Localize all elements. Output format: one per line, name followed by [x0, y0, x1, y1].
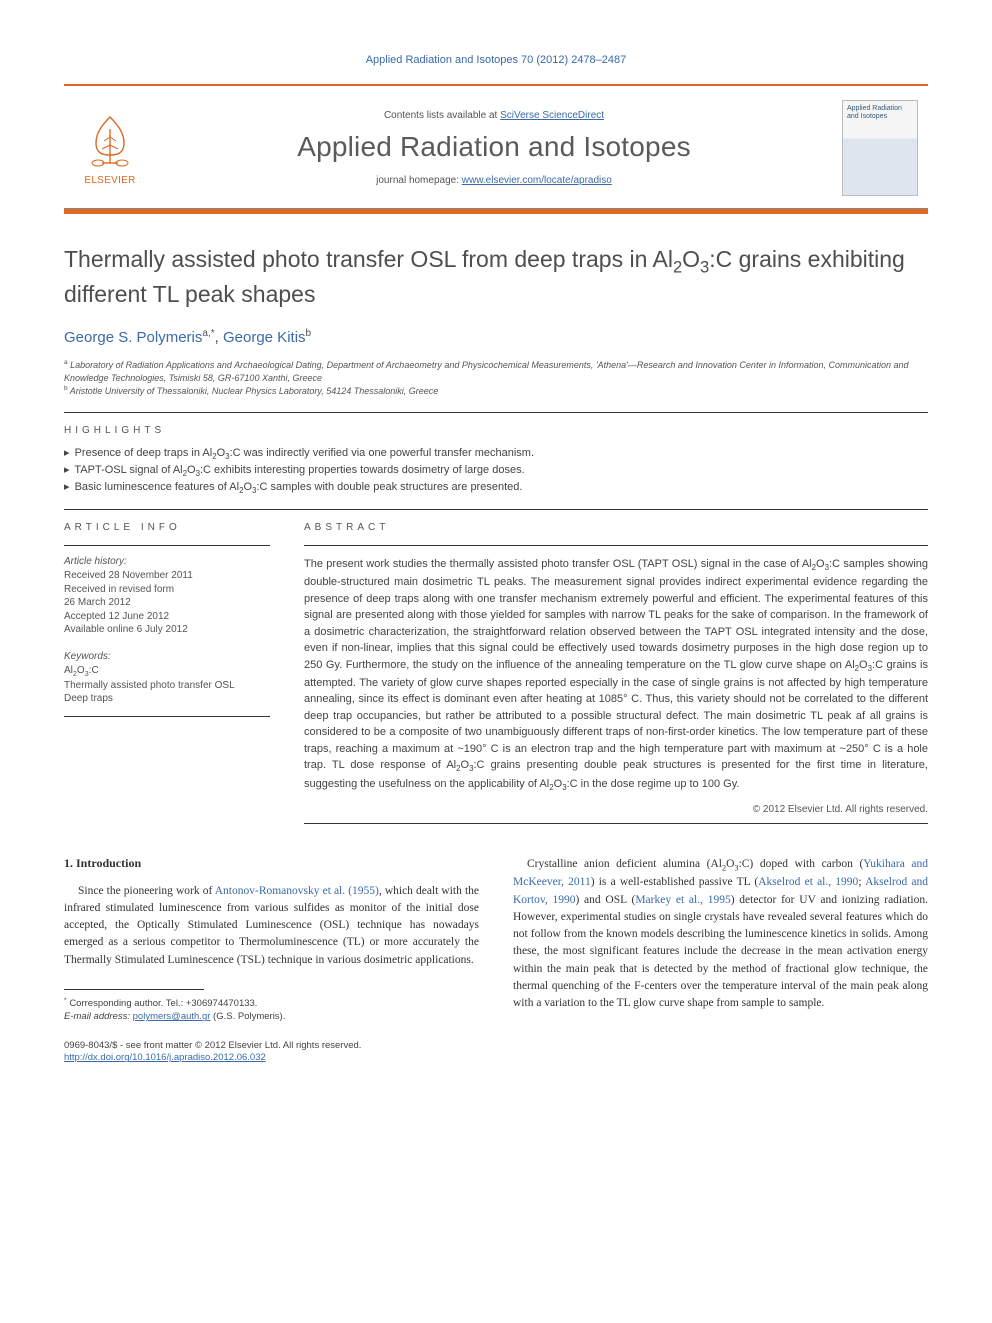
- elsevier-tree-icon: [80, 111, 140, 171]
- abstract-block: ABSTRACT The present work studies the th…: [304, 522, 928, 833]
- body-col-right: Crystalline anion deficient alumina (Al2…: [513, 856, 928, 1066]
- highlight-1: ▸ Presence of deep traps in Al2O3:C was …: [64, 446, 928, 461]
- corresponding-email[interactable]: polymers@auth.gr: [133, 1011, 211, 1022]
- bottom-meta: 0969-8043/$ - see front matter © 2012 El…: [64, 1040, 479, 1066]
- keyword-3: Deep traps: [64, 692, 270, 706]
- intro-para-left: Since the pioneering work of Antonov-Rom…: [64, 883, 479, 969]
- abstract-copyright: © 2012 Elsevier Ltd. All rights reserved…: [304, 804, 928, 815]
- intro-para-right: Crystalline anion deficient alumina (Al2…: [513, 856, 928, 1013]
- body-col-left: 1. Introduction Since the pioneering wor…: [64, 856, 479, 1066]
- article-title: Thermally assisted photo transfer OSL fr…: [64, 244, 928, 310]
- publisher-name: ELSEVIER: [74, 175, 146, 186]
- doi-link[interactable]: http://dx.doi.org/10.1016/j.apradiso.201…: [64, 1052, 266, 1063]
- issn-line: 0969-8043/$ - see front matter © 2012 El…: [64, 1040, 479, 1053]
- history-4: Accepted 12 June 2012: [64, 610, 270, 624]
- highlight-3: ▸ Basic luminescence features of Al2O3:C…: [64, 480, 928, 495]
- homepage-line: journal homepage: www.elsevier.com/locat…: [160, 175, 828, 186]
- journal-reference: Applied Radiation and Isotopes 70 (2012)…: [64, 54, 928, 66]
- homepage-prefix: journal homepage:: [376, 175, 462, 186]
- author-1[interactable]: George S. Polymeris: [64, 329, 202, 346]
- journal-cover-thumb: Applied Radiation and Isotopes: [842, 100, 918, 196]
- publisher-logo-block: ELSEVIER: [74, 111, 146, 186]
- contents-line: Contents lists available at SciVerse Sci…: [160, 110, 828, 121]
- affiliations: a Laboratory of Radiation Applications a…: [64, 358, 928, 398]
- abstract-head: ABSTRACT: [304, 522, 928, 533]
- articleinfo-head: ARTICLE INFO: [64, 522, 270, 533]
- article-info: ARTICLE INFO Article history: Received 2…: [64, 522, 270, 833]
- scidirect-link[interactable]: SciVerse ScienceDirect: [500, 110, 604, 121]
- highlights-head: HIGHLIGHTS: [64, 425, 928, 436]
- keyword-1: Al2O3:C: [64, 664, 270, 679]
- history-1: Received 28 November 2011: [64, 569, 270, 583]
- authors: George S. Polymerisa,*, George Kitisb: [64, 328, 928, 346]
- keyword-2: Thermally assisted photo transfer OSL: [64, 679, 270, 693]
- keywords-label: Keywords:: [64, 651, 270, 662]
- history-label: Article history:: [64, 556, 270, 567]
- history-5: Available online 6 July 2012: [64, 623, 270, 637]
- journal-title: Applied Radiation and Isotopes: [160, 131, 828, 163]
- history-3: 26 March 2012: [64, 596, 270, 610]
- author-2[interactable]: George Kitis: [223, 329, 306, 346]
- section-1-head: 1. Introduction: [64, 856, 479, 871]
- journal-homepage-link[interactable]: www.elsevier.com/locate/apradiso: [462, 175, 612, 186]
- history-2: Received in revised form: [64, 583, 270, 597]
- corresponding-footnote: * Corresponding author. Tel.: +306974470…: [64, 996, 479, 1024]
- contents-text: Contents lists available at: [384, 110, 500, 121]
- masthead: ELSEVIER Contents lists available at Sci…: [64, 86, 928, 209]
- highlights-list: ▸ Presence of deep traps in Al2O3:C was …: [64, 446, 928, 496]
- journal-ref-link[interactable]: Applied Radiation and Isotopes 70 (2012)…: [366, 54, 627, 66]
- abstract-text: The present work studies the thermally a…: [304, 556, 928, 793]
- highlight-2: ▸ TAPT-OSL signal of Al2O3:C exhibits in…: [64, 463, 928, 478]
- cover-thumb-title: Applied Radiation and Isotopes: [847, 105, 913, 120]
